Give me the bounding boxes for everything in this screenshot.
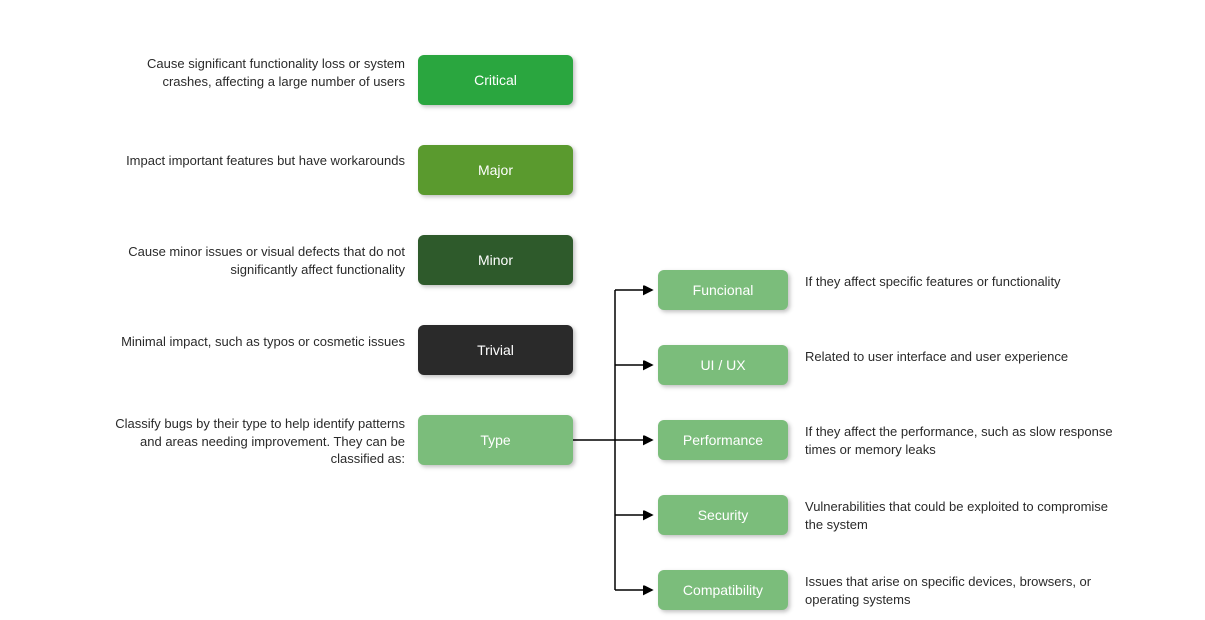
uiux-desc: Related to user interface and user exper… (805, 348, 1115, 366)
functional-box: Funcional (658, 270, 788, 310)
performance-desc: If they affect the performance, such as … (805, 423, 1115, 458)
compatibility-desc: Issues that arise on specific devices, b… (805, 573, 1115, 608)
functional-desc: If they affect specific features or func… (805, 273, 1115, 291)
compatibility-box: Compatibility (658, 570, 788, 610)
security-box: Security (658, 495, 788, 535)
security-desc: Vulnerabilities that could be exploited … (805, 498, 1115, 533)
bug-classification-diagram: Cause significant functionality loss or … (0, 0, 1205, 620)
uiux-box: UI / UX (658, 345, 788, 385)
performance-box: Performance (658, 420, 788, 460)
